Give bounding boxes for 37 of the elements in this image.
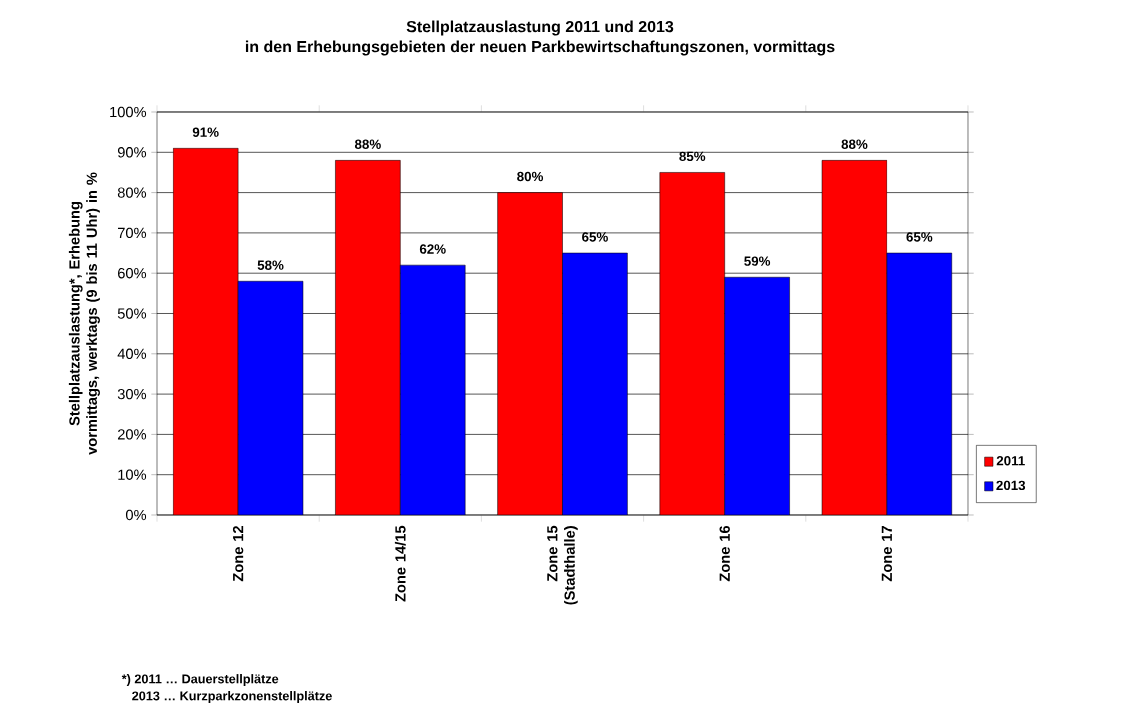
data-label: 59% bbox=[744, 256, 771, 266]
data-label: 91% bbox=[192, 127, 219, 137]
data-label: 58% bbox=[257, 260, 284, 270]
data-label: 80% bbox=[517, 171, 544, 182]
data-label: 62% bbox=[419, 244, 446, 254]
x-tick-label: Zone 17 bbox=[881, 526, 893, 582]
data-label: 88% bbox=[354, 139, 381, 149]
y-tick-label: 30% bbox=[117, 388, 147, 400]
x-tick-label: Zone 15 (Stadthalle) bbox=[547, 525, 578, 605]
y-tick-label: 90% bbox=[117, 147, 147, 158]
y-tick-label: 50% bbox=[117, 308, 147, 319]
data-label: 65% bbox=[906, 232, 933, 242]
y-axis-title: Stellplatzauslastung*, Erhebung vormittags, werktags (9 bis 11 Uhr) in % bbox=[68, 172, 100, 455]
legend-label: 2013 bbox=[996, 480, 1026, 491]
x-tick-label: Zone 16 bbox=[719, 525, 730, 582]
data-label: 85% bbox=[679, 151, 706, 162]
bar bbox=[400, 264, 466, 515]
text: 2013 … Kurzparkzonenstellplätze bbox=[132, 691, 332, 703]
bar bbox=[237, 280, 304, 515]
y-tick-label: 40% bbox=[117, 348, 147, 359]
y-tick-label: 80% bbox=[117, 187, 147, 198]
text: *) 2011 … Dauerstellplätze bbox=[121, 674, 279, 686]
bar bbox=[562, 252, 628, 515]
legend-label: 2011 bbox=[996, 456, 1025, 466]
data-label: 88% bbox=[841, 139, 868, 149]
y-tick-label: 20% bbox=[117, 429, 147, 440]
x-tick-label: Zone 14/15 bbox=[394, 525, 406, 602]
y-tick-label: 10% bbox=[118, 469, 147, 480]
x-tick-label: Zone 12 bbox=[232, 525, 244, 582]
y-tick-label: 100% bbox=[110, 106, 147, 118]
data-label: 65% bbox=[582, 232, 608, 242]
bar bbox=[724, 276, 790, 515]
chart-title: Stellplatzauslastung 2011 und 2013 in den Erhebungsgebieten der neuen Parkbewirtschaftungszonen, vormittags bbox=[245, 20, 835, 56]
y-tick-label: 0% bbox=[125, 509, 147, 521]
y-tick-label: 70% bbox=[118, 227, 147, 239]
bar bbox=[886, 252, 953, 515]
y-tick-label: 60% bbox=[118, 268, 147, 279]
